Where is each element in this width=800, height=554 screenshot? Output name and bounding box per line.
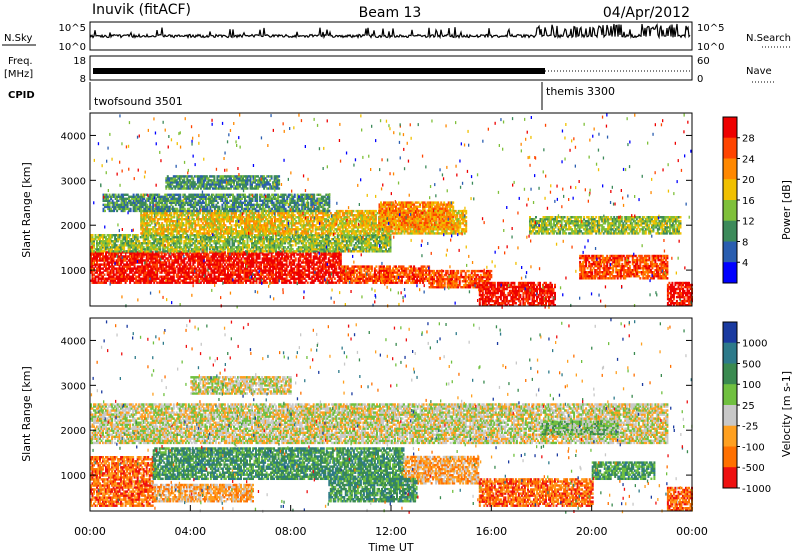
freq-trace — [93, 68, 690, 74]
power-cell-b0 — [207, 253, 209, 255]
cpid-label: CPID — [8, 90, 35, 101]
noise-left-tick-bottom: 10^0 — [59, 42, 86, 53]
power-cell-b0 — [307, 282, 309, 284]
date-title: 04/Apr/2012 — [603, 5, 690, 21]
power-cell-b0 — [334, 278, 336, 280]
freq-left-label-2: [MHz] — [4, 69, 33, 80]
power-cell-b0 — [173, 263, 175, 265]
noise-trace-line — [90, 24, 690, 38]
freq-left-label-1: Freq. — [8, 56, 33, 67]
cpid-mode-2: themis 3300 — [546, 85, 615, 98]
noise-right-tick-top: 10^5 — [697, 23, 724, 34]
power-cell-b0 — [308, 274, 310, 276]
noise-trace — [90, 24, 690, 38]
freq-left-tick-bottom: 8 — [80, 74, 86, 85]
power-cell-b0 — [253, 263, 255, 265]
freq-right-tick-bottom: 0 — [697, 74, 703, 85]
power-cell-b0 — [316, 253, 318, 255]
freq-right-tick-top: 60 — [697, 56, 710, 67]
noise-right-tick-bottom: 10^0 — [697, 42, 724, 53]
noise-left-tick-top: 10^5 — [59, 23, 86, 34]
power-cell-b0 — [210, 274, 212, 276]
cpid-panel: CPID twofsound 3501 themis 3300 — [8, 82, 615, 110]
power-cell-b0 — [310, 253, 312, 255]
power-cell-b0 — [295, 257, 297, 259]
beam-title: Beam 13 — [359, 5, 422, 21]
station-title: Inuvik (fitACF) — [92, 2, 191, 18]
power-cell-b0 — [268, 253, 270, 255]
power-cell-b0 — [165, 253, 167, 255]
freq-left-tick-top: 18 — [73, 56, 86, 67]
power-cell-b0 — [293, 253, 295, 255]
freq-panel: Freq. [MHz] 18 8 60 0 Nave — [4, 56, 776, 85]
power-cell-b0 — [134, 263, 136, 265]
noise-left-label: N.Sky — [4, 33, 32, 44]
power-cell-b0 — [207, 271, 209, 273]
range-time-plot: Inuvik (fitACF) Beam 13 04/Apr/2012 N.Sk… — [0, 0, 800, 554]
power-cell-b0 — [332, 274, 334, 276]
power-cell-b0 — [156, 274, 158, 276]
power-cell-b0 — [173, 274, 175, 276]
noise-panel: N.Sky 10^5 10^0 10^5 10^0 N.Search — [2, 22, 792, 53]
power-cell-b0 — [290, 282, 292, 284]
freq-right-label: Nave — [746, 66, 772, 77]
power-cell-b1 — [389, 265, 391, 267]
power-cell-b1 — [353, 274, 355, 276]
power-cell-b1 — [375, 265, 377, 267]
power-cell-b1 — [371, 265, 373, 267]
noise-right-label: N.Search — [746, 33, 791, 44]
power-cell-b0 — [325, 274, 327, 276]
power-cell-b0 — [340, 253, 342, 255]
power-cell-b0 — [104, 274, 106, 276]
power-cell-b0 — [259, 253, 261, 255]
power-cell-b0 — [140, 274, 142, 276]
cpid-mode-1: twofsound 3501 — [94, 95, 183, 108]
freq-trace-band — [93, 68, 545, 74]
power-cell-b0 — [156, 263, 158, 265]
power-cell-b0 — [242, 263, 244, 265]
power-cell-b0 — [266, 282, 268, 284]
